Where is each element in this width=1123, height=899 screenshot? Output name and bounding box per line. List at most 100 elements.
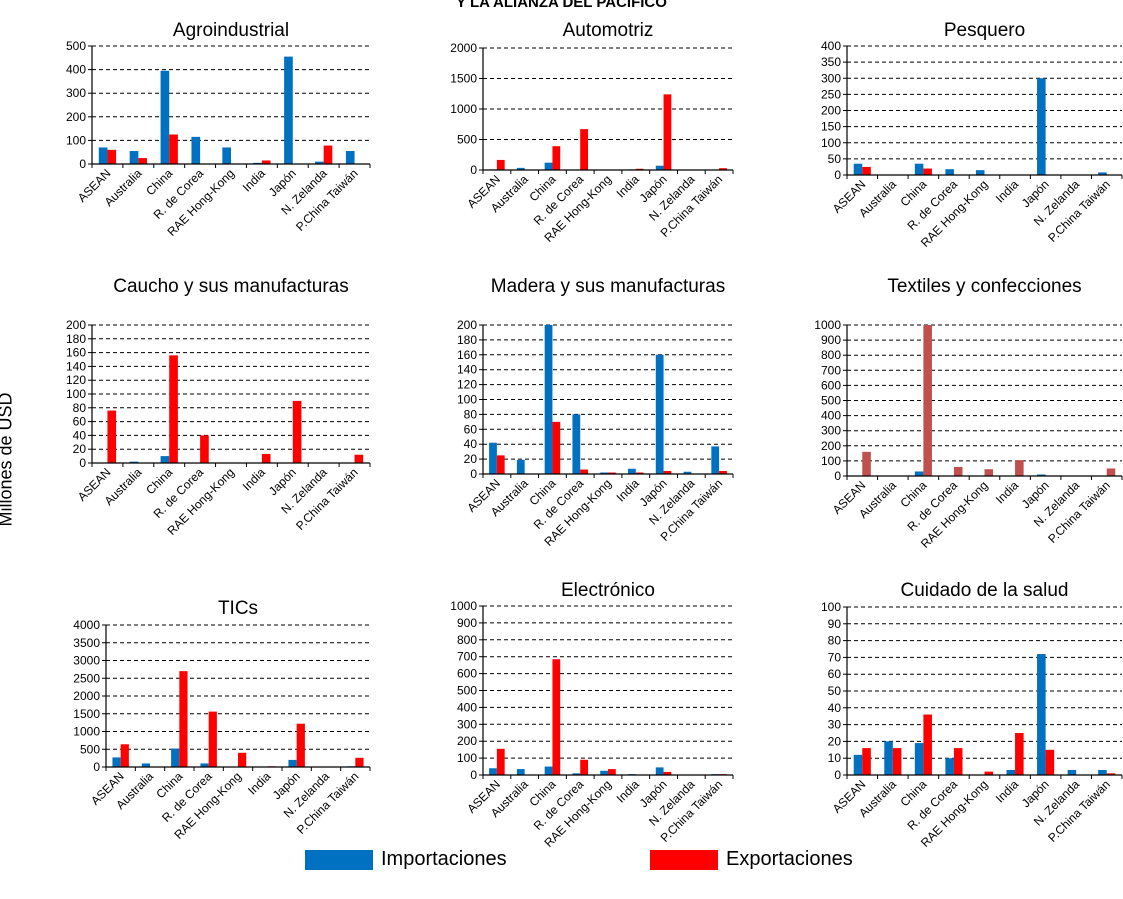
y-tick-label: 1500 bbox=[450, 72, 477, 86]
y-tick-label: 200 bbox=[457, 318, 477, 332]
y-tick-label: 500 bbox=[80, 742, 100, 756]
y-tick-label: 80 bbox=[464, 407, 478, 421]
bar-importaciones bbox=[489, 768, 497, 775]
bar-importaciones bbox=[544, 766, 553, 775]
y-tick-label: 180 bbox=[457, 333, 477, 347]
y-tick-label: 1500 bbox=[73, 707, 100, 721]
y-tick-label: 180 bbox=[66, 332, 86, 346]
legend: Importaciones Exportaciones bbox=[305, 846, 905, 876]
bar-exportaciones bbox=[663, 771, 672, 775]
chart-title: Electrónico bbox=[561, 580, 655, 601]
y-tick-label: 600 bbox=[821, 378, 841, 392]
y-tick-label: 200 bbox=[66, 318, 86, 332]
y-tick-label: 2500 bbox=[73, 671, 100, 685]
bar-exportaciones bbox=[580, 469, 588, 474]
y-tick-label: 100 bbox=[66, 133, 86, 147]
bar-exportaciones bbox=[138, 158, 147, 164]
bar-importaciones bbox=[853, 754, 863, 775]
bar-exportaciones bbox=[663, 94, 672, 170]
bar-exportaciones bbox=[608, 769, 616, 775]
bar-exportaciones bbox=[323, 145, 333, 164]
y-tick-label: 2000 bbox=[73, 689, 100, 703]
legend-swatch-exportaciones bbox=[650, 850, 718, 870]
bar-importaciones bbox=[489, 442, 497, 474]
bar-exportaciones bbox=[552, 659, 561, 775]
bar-importaciones bbox=[288, 759, 297, 767]
bar-importaciones bbox=[160, 456, 170, 463]
y-tick-label: 400 bbox=[66, 63, 86, 77]
bar-importaciones bbox=[914, 471, 924, 476]
y-tick-label: 120 bbox=[66, 373, 86, 387]
chart-title: TICs bbox=[218, 598, 258, 619]
y-tick-label: 140 bbox=[66, 359, 86, 373]
x-tick-label: India bbox=[240, 166, 269, 195]
bar-exportaciones bbox=[107, 149, 117, 164]
y-tick-label: 50 bbox=[828, 152, 842, 166]
bar-importaciones bbox=[1098, 769, 1107, 775]
legend-label-importaciones: Importaciones bbox=[381, 848, 507, 870]
bar-exportaciones bbox=[496, 455, 505, 474]
y-tick-label: 100 bbox=[457, 751, 477, 765]
bar-importaciones bbox=[655, 354, 664, 474]
x-tick-label: India bbox=[240, 465, 269, 494]
bar-importaciones bbox=[1037, 78, 1046, 175]
bar-exportaciones bbox=[953, 466, 963, 476]
bar-importaciones bbox=[945, 758, 954, 775]
y-tick-label: 100 bbox=[821, 600, 841, 614]
y-tick-label: 70 bbox=[828, 650, 842, 664]
bar-importaciones bbox=[914, 163, 924, 175]
y-tick-label: 400 bbox=[457, 700, 477, 714]
bar-exportaciones bbox=[107, 410, 117, 463]
chart-title: Agroindustrial bbox=[173, 20, 289, 41]
y-tick-label: 100 bbox=[66, 387, 86, 401]
y-tick-label: 90 bbox=[828, 617, 842, 631]
y-tick-label: 800 bbox=[821, 348, 841, 362]
y-tick-label: 0 bbox=[470, 768, 477, 782]
y-tick-label: 40 bbox=[828, 701, 842, 715]
y-tick-label: 100 bbox=[821, 454, 841, 468]
bar-exportaciones bbox=[552, 146, 561, 170]
y-tick-label: 0 bbox=[834, 768, 841, 782]
y-tick-label: 60 bbox=[828, 667, 842, 681]
bar-importaciones bbox=[516, 167, 525, 170]
bar-importaciones bbox=[544, 162, 553, 170]
y-tick-label: 1000 bbox=[450, 102, 477, 116]
bar-exportaciones bbox=[1015, 460, 1024, 476]
y-tick-label: 400 bbox=[821, 39, 841, 53]
y-tick-label: 160 bbox=[457, 348, 477, 362]
bar-exportaciones bbox=[1106, 773, 1116, 775]
bar-exportaciones bbox=[719, 471, 727, 474]
legend-swatch-importaciones bbox=[305, 850, 373, 870]
y-tick-label: 300 bbox=[66, 86, 86, 100]
bar-importaciones bbox=[516, 459, 525, 474]
bar-exportaciones bbox=[580, 129, 588, 170]
y-tick-label: 800 bbox=[457, 633, 477, 647]
bar-exportaciones bbox=[552, 421, 561, 474]
y-tick-label: 2000 bbox=[450, 41, 477, 55]
bar-exportaciones bbox=[580, 759, 588, 775]
bar-exportaciones bbox=[354, 454, 364, 463]
y-tick-label: 3500 bbox=[73, 636, 100, 650]
bar-exportaciones bbox=[120, 744, 129, 767]
bar-exportaciones bbox=[719, 168, 727, 170]
y-tick-label: 250 bbox=[821, 87, 841, 101]
y-tick-label: 0 bbox=[79, 456, 86, 470]
y-tick-label: 700 bbox=[457, 650, 477, 664]
y-tick-label: 10 bbox=[828, 751, 842, 765]
bar-importaciones bbox=[1006, 769, 1016, 775]
x-tick-label: India bbox=[993, 777, 1022, 806]
y-tick-label: 500 bbox=[457, 133, 477, 147]
bar-importaciones bbox=[544, 325, 553, 474]
bar-exportaciones bbox=[200, 435, 209, 463]
y-tick-label: 400 bbox=[821, 409, 841, 423]
y-tick-label: 200 bbox=[66, 110, 86, 124]
y-tick-label: 0 bbox=[470, 467, 477, 481]
y-tick-label: 0 bbox=[834, 469, 841, 483]
bar-exportaciones bbox=[1045, 749, 1055, 775]
y-tick-label: 80 bbox=[828, 634, 842, 648]
bar-importaciones bbox=[345, 151, 355, 164]
y-tick-label: 500 bbox=[457, 684, 477, 698]
bar-importaciones bbox=[975, 170, 985, 175]
y-tick-label: 0 bbox=[79, 157, 86, 171]
chart-title: Cuidado de la salud bbox=[901, 580, 1069, 601]
